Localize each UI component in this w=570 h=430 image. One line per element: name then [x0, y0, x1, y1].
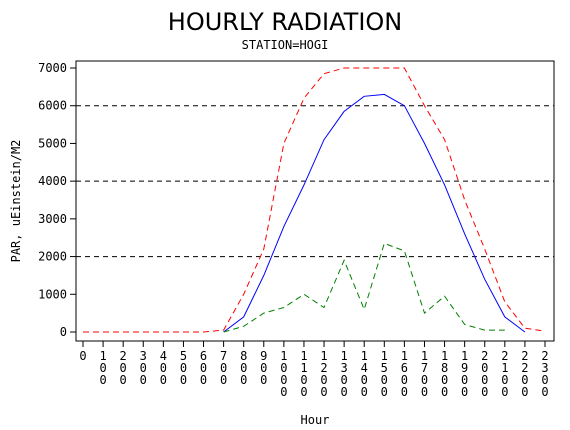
series-line-1 [83, 67, 546, 333]
plot-frame [75, 60, 555, 342]
series-group [83, 67, 546, 333]
x-axis-label: Hour [301, 413, 330, 427]
y-axis-label: PAR, uEinstein/M2 [9, 140, 23, 263]
reference-lines [76, 105, 554, 258]
y-tick-label: 0 [60, 325, 67, 339]
y-tick-label: 1000 [38, 287, 67, 301]
series-line-2 [223, 93, 526, 333]
y-axis: 0 1000 2000 3000 4000 5000 6000 7000 [38, 61, 76, 339]
y-tick-label: 2000 [38, 250, 67, 264]
x-axis: 0 1 0 0 2 0 0 3 0 0 4 0 0 5 0 0 6 0 0 7 0 0 8 0 0 9 0 0 1 0 0 0 1 1 0 0 1 2 0 0… [79, 341, 549, 399]
y-tick-label: 7000 [38, 61, 67, 75]
series-line-3 [223, 242, 505, 333]
y-tick-label: 4000 [38, 174, 67, 188]
y-tick-label: 6000 [38, 99, 67, 113]
chart-title: HOURLY RADIATION [168, 8, 402, 36]
y-tick-label: 3000 [38, 212, 67, 226]
y-tick-label: 5000 [38, 136, 67, 150]
chart-subtitle: STATION=HOGI [242, 38, 329, 52]
x-tick-label: 0 [79, 349, 86, 363]
